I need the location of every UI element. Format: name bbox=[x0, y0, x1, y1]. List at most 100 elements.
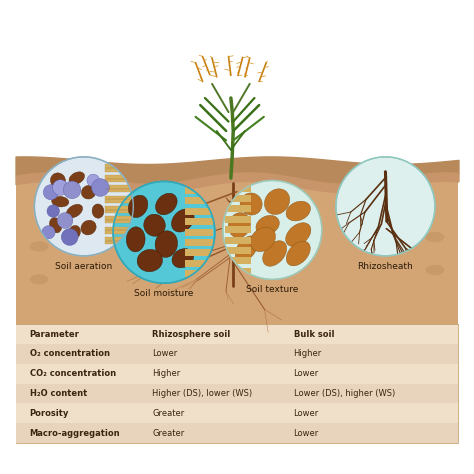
Bar bbox=[225, 185, 251, 192]
Bar bbox=[225, 247, 251, 254]
Ellipse shape bbox=[155, 193, 177, 215]
Ellipse shape bbox=[82, 185, 96, 199]
Bar bbox=[105, 164, 131, 172]
Ellipse shape bbox=[286, 201, 310, 221]
Bar bbox=[1, 1, 473, 190]
Bar bbox=[105, 216, 131, 223]
Bar bbox=[16, 344, 458, 364]
Circle shape bbox=[42, 226, 55, 239]
Text: CO₂ concentration: CO₂ concentration bbox=[30, 369, 116, 378]
Text: Soil texture: Soil texture bbox=[246, 285, 299, 294]
Ellipse shape bbox=[284, 260, 303, 271]
Ellipse shape bbox=[126, 227, 145, 252]
Ellipse shape bbox=[286, 223, 311, 246]
Circle shape bbox=[43, 185, 58, 200]
Ellipse shape bbox=[69, 172, 84, 184]
Ellipse shape bbox=[240, 193, 262, 215]
Ellipse shape bbox=[426, 232, 444, 242]
Bar bbox=[185, 197, 213, 204]
Ellipse shape bbox=[66, 204, 82, 218]
Ellipse shape bbox=[250, 227, 275, 252]
Text: Lower (DS), higher (WS): Lower (DS), higher (WS) bbox=[293, 389, 395, 398]
Circle shape bbox=[57, 213, 73, 228]
Ellipse shape bbox=[172, 209, 194, 232]
Text: Greater: Greater bbox=[152, 409, 184, 418]
Bar bbox=[185, 218, 213, 225]
Text: Lower: Lower bbox=[293, 428, 319, 438]
Ellipse shape bbox=[426, 265, 444, 275]
Bar bbox=[225, 257, 251, 264]
Bar bbox=[225, 195, 251, 202]
Circle shape bbox=[47, 205, 59, 218]
Ellipse shape bbox=[172, 248, 193, 268]
Bar bbox=[105, 175, 131, 182]
Bar bbox=[105, 237, 131, 244]
Text: Soil moisture: Soil moisture bbox=[134, 289, 194, 298]
Ellipse shape bbox=[263, 241, 287, 266]
Circle shape bbox=[91, 179, 109, 196]
Circle shape bbox=[53, 180, 68, 195]
Ellipse shape bbox=[228, 213, 250, 238]
Bar bbox=[16, 383, 458, 403]
Bar bbox=[185, 249, 213, 256]
Circle shape bbox=[63, 181, 81, 199]
Bar bbox=[105, 227, 131, 234]
Ellipse shape bbox=[137, 249, 163, 272]
Text: H₂O content: H₂O content bbox=[30, 389, 87, 398]
Text: Bulk soil: Bulk soil bbox=[293, 329, 334, 338]
Circle shape bbox=[35, 157, 133, 256]
Ellipse shape bbox=[30, 241, 48, 252]
Bar bbox=[225, 237, 251, 244]
Ellipse shape bbox=[50, 173, 65, 188]
Bar bbox=[185, 228, 213, 236]
Circle shape bbox=[87, 174, 100, 187]
Bar bbox=[185, 187, 213, 194]
Text: O₂ concentration: O₂ concentration bbox=[30, 349, 109, 358]
Bar bbox=[16, 423, 458, 443]
Ellipse shape bbox=[256, 215, 279, 235]
Bar bbox=[105, 185, 131, 192]
Text: Soil aeration: Soil aeration bbox=[55, 262, 112, 271]
Bar bbox=[225, 205, 251, 212]
Ellipse shape bbox=[30, 274, 48, 284]
Circle shape bbox=[336, 157, 435, 256]
Bar bbox=[16, 324, 458, 443]
Bar bbox=[16, 403, 458, 423]
Bar bbox=[225, 216, 251, 223]
Ellipse shape bbox=[264, 189, 290, 215]
Bar bbox=[16, 364, 458, 383]
Text: Rhizosphere soil: Rhizosphere soil bbox=[152, 329, 230, 338]
Text: Lower: Lower bbox=[293, 369, 319, 378]
Text: Parameter: Parameter bbox=[30, 329, 80, 338]
Circle shape bbox=[61, 228, 78, 246]
Bar bbox=[225, 268, 251, 275]
Ellipse shape bbox=[286, 241, 310, 266]
Ellipse shape bbox=[81, 220, 96, 235]
Text: Rhizosheath: Rhizosheath bbox=[357, 262, 413, 271]
Text: Higher (DS), lower (WS): Higher (DS), lower (WS) bbox=[152, 389, 252, 398]
Bar bbox=[185, 260, 213, 267]
Text: Higher: Higher bbox=[152, 369, 181, 378]
Ellipse shape bbox=[68, 226, 81, 239]
Text: Greater: Greater bbox=[152, 428, 184, 438]
Bar bbox=[185, 270, 213, 277]
Ellipse shape bbox=[92, 204, 104, 218]
Text: Higher: Higher bbox=[293, 349, 322, 358]
Ellipse shape bbox=[144, 214, 165, 236]
Ellipse shape bbox=[235, 236, 258, 262]
Ellipse shape bbox=[155, 231, 178, 257]
Circle shape bbox=[223, 181, 322, 279]
Bar bbox=[105, 196, 131, 202]
Ellipse shape bbox=[128, 195, 148, 218]
Bar bbox=[185, 239, 213, 246]
Text: Lower: Lower bbox=[152, 349, 177, 358]
Text: Macro-aggregation: Macro-aggregation bbox=[30, 428, 120, 438]
Bar bbox=[225, 226, 251, 233]
Bar bbox=[16, 324, 458, 344]
Text: Lower: Lower bbox=[293, 409, 319, 418]
Circle shape bbox=[113, 182, 215, 283]
Ellipse shape bbox=[52, 196, 69, 207]
Bar bbox=[16, 178, 458, 331]
Ellipse shape bbox=[49, 218, 62, 233]
Bar bbox=[185, 208, 213, 215]
